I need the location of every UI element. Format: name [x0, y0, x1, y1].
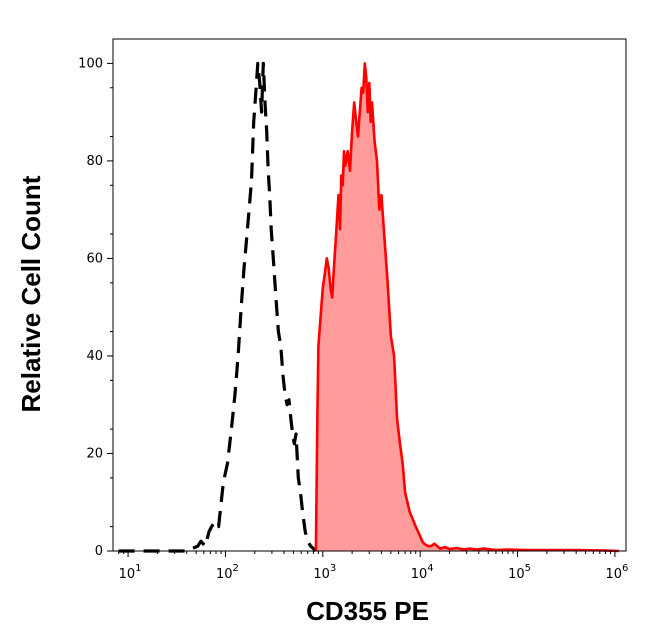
x-tick-label: 105 — [508, 563, 531, 582]
x-tick-exp: 4 — [427, 563, 433, 574]
x-tick-base: 10 — [313, 567, 330, 582]
x-tick-label: 101 — [119, 563, 142, 582]
x-tick-label: 104 — [411, 563, 434, 582]
x-tick-exp: 1 — [135, 563, 141, 574]
series-0-line — [118, 61, 318, 553]
x-tick-base: 10 — [411, 567, 428, 582]
x-tick-base: 10 — [119, 567, 136, 582]
x-tick-exp: 6 — [622, 563, 628, 574]
x-tick-exp: 5 — [525, 563, 531, 574]
y-tick-label: 80 — [86, 154, 103, 169]
x-tick-label: 103 — [313, 563, 336, 582]
y-tick-label: 0 — [95, 544, 103, 559]
x-tick-label: 106 — [605, 563, 628, 582]
x-tick-base: 10 — [508, 567, 525, 582]
x-axis-title: CD355 PE — [306, 596, 429, 626]
y-axis-title: Relative Cell Count — [16, 175, 46, 412]
x-tick-label: 102 — [216, 563, 239, 582]
y-tick-label: 20 — [86, 446, 103, 461]
y-tick-label: 60 — [86, 251, 103, 266]
y-tick-label: 40 — [86, 349, 103, 364]
x-tick-base: 10 — [605, 567, 622, 582]
series-1-fill — [315, 63, 619, 552]
x-tick-exp: 3 — [330, 563, 336, 574]
x-tick-exp: 2 — [233, 563, 239, 574]
series-1-line — [314, 62, 619, 553]
y-tick-label: 100 — [78, 56, 103, 71]
x-tick-base: 10 — [216, 567, 233, 582]
plot-area — [118, 61, 619, 553]
